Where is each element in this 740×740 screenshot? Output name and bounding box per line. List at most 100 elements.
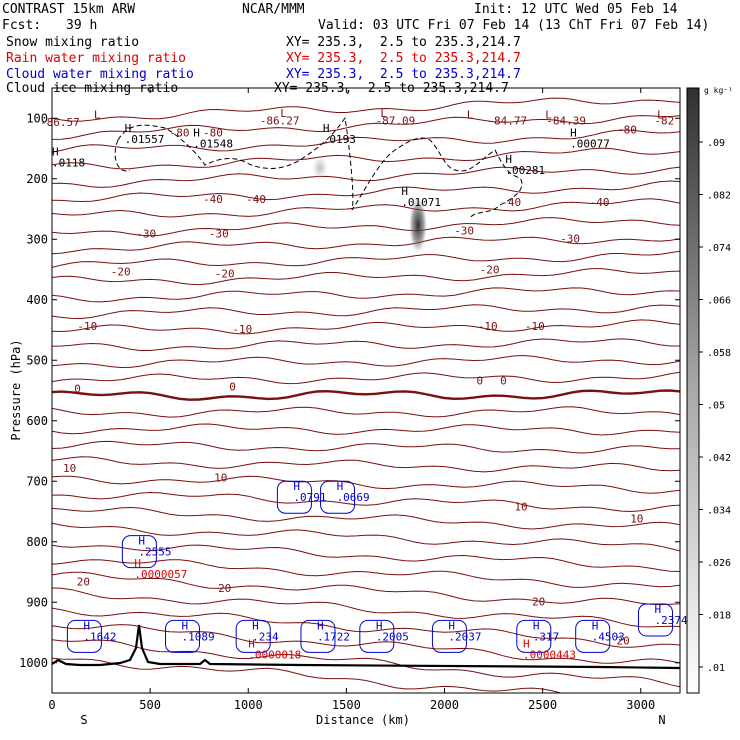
ice-max-label-h: H: [193, 126, 200, 139]
cloud-water-max-label-h: H: [83, 619, 90, 632]
temperature-label: 20: [218, 582, 231, 595]
temperature-label: 10: [214, 471, 227, 484]
isotherm: [52, 491, 680, 513]
low-marker: L: [657, 108, 664, 121]
colorbar-tick-label: .05: [707, 401, 725, 412]
isotherm: [52, 304, 680, 320]
field-cloudwater-label: Cloud water mixing ratio: [6, 67, 194, 82]
cloud-water-max-label-h: H: [592, 619, 599, 632]
temperature-label: -86.27: [260, 114, 300, 127]
cloud-water-contour: [575, 619, 611, 653]
temperature-label: -80: [170, 126, 190, 139]
cloud-water-max-label-h: H: [252, 619, 259, 632]
colorbar-tick-label: .09: [707, 138, 725, 149]
temperature-label: 10: [630, 512, 643, 525]
cloud-water-contour: [165, 619, 201, 653]
y-tick-label: 800: [26, 535, 48, 549]
ice-max-label-h: H: [505, 153, 512, 166]
isotherm: [52, 506, 680, 530]
rain-max-label-h: H: [134, 557, 141, 570]
cloud-water-max-label: .0669: [337, 491, 370, 504]
low-marker: L: [94, 108, 101, 121]
colorbar: [686, 87, 700, 694]
x-tick-label: 1500: [332, 698, 361, 712]
ice-max-label: .01548: [193, 137, 233, 150]
cloud-water-max-label-h: H: [138, 535, 145, 548]
isotherm: [52, 571, 680, 606]
temperature-label: -86.57: [40, 116, 80, 129]
colorbar-tick-label: .034: [707, 506, 731, 517]
low-marker: L: [280, 107, 287, 120]
isotherm: [52, 657, 563, 693]
isotherm: [52, 389, 680, 401]
cloud-water-contour: [516, 619, 552, 653]
cloud-water-max-label: .2005: [376, 630, 409, 643]
temperature-label: -40: [590, 196, 610, 209]
ice-max-label: .0118: [52, 157, 85, 170]
colorbar-tick-label: .026: [707, 558, 731, 569]
ice-max-label-h: H: [401, 185, 408, 198]
cloud-water-max-label: .0791: [293, 491, 326, 504]
terrain-profile: [52, 624, 680, 670]
cloud-water-contour: [359, 619, 395, 653]
temperature-label: -80: [617, 123, 637, 136]
isotherm: [52, 624, 680, 664]
isotherm: [52, 250, 680, 268]
cloud-water-max-label-h: H: [317, 619, 324, 632]
cloud-water-max-label: .4503: [592, 630, 625, 643]
temperature-label: -20: [480, 264, 500, 277]
snow-shading: [312, 156, 427, 253]
south-label: S: [80, 713, 87, 727]
model-name: CONTRAST 15km ARW: [2, 2, 136, 17]
cloud-water-max-label: .2037: [448, 630, 481, 643]
rain-max-label-h: H: [248, 638, 255, 651]
y-tick-label: 200: [26, 172, 48, 186]
organization: NCAR/MMM: [242, 2, 305, 17]
cloud-water-max-label: .1722: [317, 630, 350, 643]
colorbar-unit: g kg⁻¹: [704, 86, 733, 95]
ice-max-label-h: H: [125, 122, 132, 135]
isotherm: [52, 319, 680, 335]
isotherm: [52, 287, 680, 303]
isotherm: [52, 587, 680, 628]
cloud-water-max-label: .317: [533, 630, 560, 643]
ice-max-label: .0193: [323, 133, 356, 146]
cloud-ice-contours: [114, 116, 523, 219]
isotherm: [52, 198, 680, 218]
temperature-label: -10: [478, 320, 498, 333]
contour-labels: -86.57 -86.27 -87.09 -84.77 -84.39 -82-80 -80-…: [40, 107, 688, 661]
init-time: Init: 12 UTC Wed 05 Feb 14: [474, 2, 678, 17]
temperature-label: 20: [77, 575, 90, 588]
temperature-label: -30: [560, 232, 580, 245]
ice-max-label-h: H: [570, 126, 577, 139]
temperature-label: -80: [203, 126, 223, 139]
temperature-label: -30: [454, 224, 474, 237]
x-tick-label: 2000: [430, 698, 459, 712]
y-tick-label: 700: [26, 474, 48, 488]
isotherm: [52, 115, 680, 140]
y-tick-label: 600: [26, 414, 48, 428]
cloud-water-max-label-h: H: [654, 603, 661, 616]
valid-time: Valid: 03 UTC Fri 07 Feb 14 (13 ChT Fri …: [318, 18, 710, 33]
cloud-water-contour: [300, 619, 336, 653]
ice-max-label: .00077: [570, 137, 610, 150]
y-tick-label: 500: [26, 353, 48, 367]
cloud-water-max-label-h: H: [182, 619, 189, 632]
temperature-label: 10: [63, 462, 76, 475]
plot-frame: [51, 87, 681, 694]
cloud-water-max-label: .234: [252, 630, 279, 643]
ice-contour: [114, 116, 523, 219]
isotherm: [52, 440, 680, 454]
temperature-label: -10: [525, 320, 545, 333]
cloud-water-max-label: .2374: [654, 614, 687, 627]
x-tick-label: 500: [139, 698, 161, 712]
temperature-label: -10: [77, 320, 97, 333]
colorbar-tick-label: .01: [707, 663, 725, 674]
forecast-label: Fcst:: [2, 18, 42, 33]
cloud-water-contours: [66, 480, 673, 653]
temperature-label: -87.09: [376, 114, 416, 127]
temperature-label: -20: [215, 267, 235, 280]
isotherm: [52, 166, 680, 188]
field-cloudwater-xy: XY= 235.3, 2.5 to 235.3,214.7: [286, 67, 521, 82]
